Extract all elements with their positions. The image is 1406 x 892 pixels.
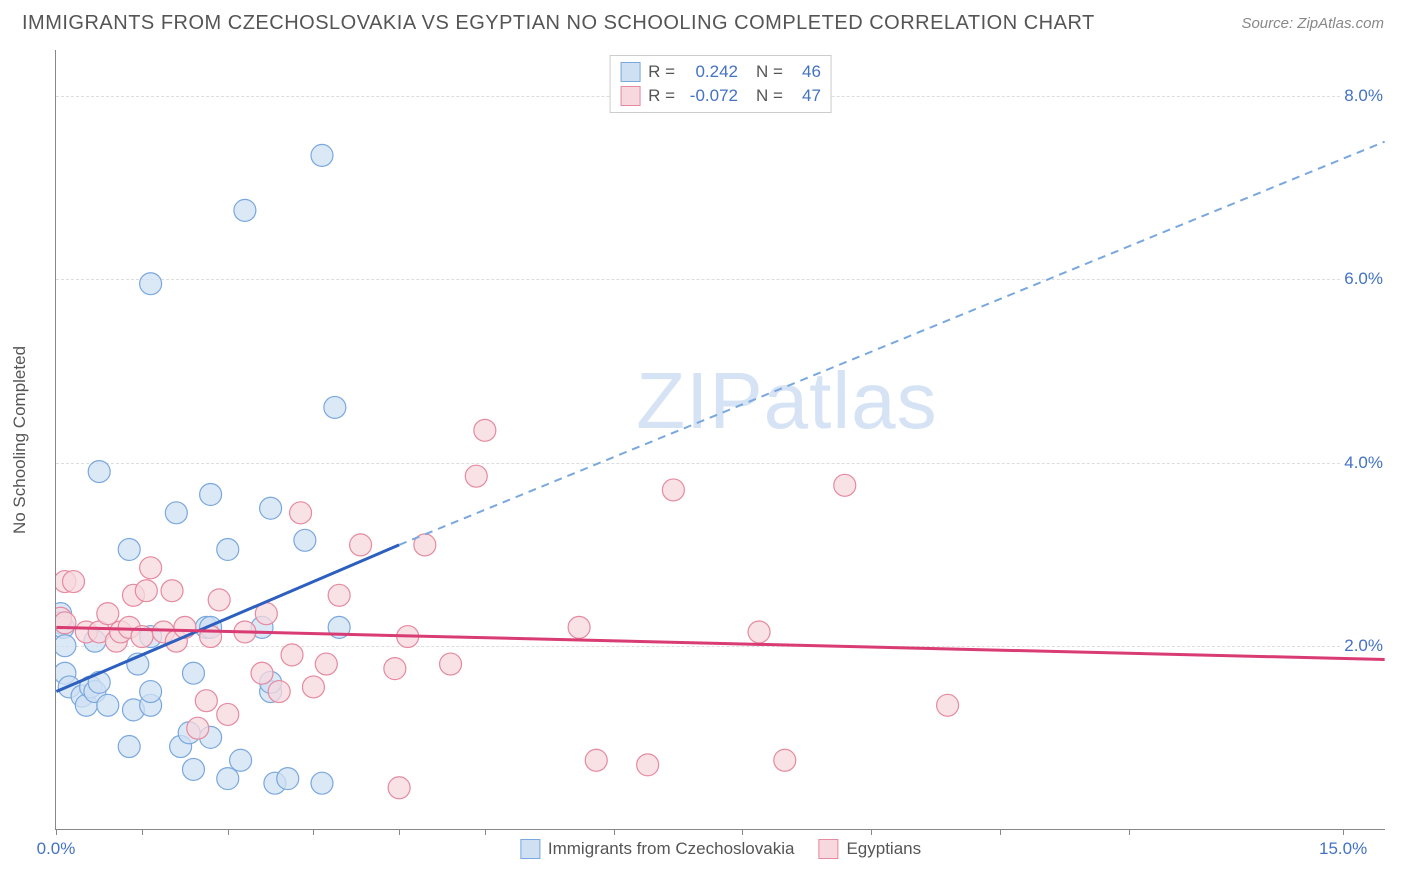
swatch-egypt <box>818 839 838 859</box>
series-legend: Immigrants from Czechoslovakia Egyptians <box>510 839 931 859</box>
data-point-czech <box>260 497 282 519</box>
data-point-czech <box>200 484 222 506</box>
x-tick <box>614 829 615 835</box>
data-point-czech <box>277 768 299 790</box>
data-point-czech <box>97 694 119 716</box>
data-point-czech <box>294 529 316 551</box>
n-value-egypt: 47 <box>791 86 821 106</box>
data-point-egypt <box>135 580 157 602</box>
data-point-czech <box>234 199 256 221</box>
r-label: R = <box>648 86 675 106</box>
data-point-czech <box>88 461 110 483</box>
data-point-egypt <box>662 479 684 501</box>
x-tick <box>1129 829 1130 835</box>
data-point-czech <box>118 538 140 560</box>
x-tick <box>742 829 743 835</box>
data-point-egypt <box>384 658 406 680</box>
r-value-egypt: -0.072 <box>683 86 738 106</box>
x-tick <box>1000 829 1001 835</box>
x-tick <box>871 829 872 835</box>
data-point-egypt <box>637 754 659 776</box>
x-tick <box>313 829 314 835</box>
data-point-egypt <box>328 584 350 606</box>
data-point-egypt <box>585 749 607 771</box>
data-point-egypt <box>97 603 119 625</box>
x-tick-label: 15.0% <box>1319 839 1367 859</box>
data-point-egypt <box>63 571 85 593</box>
chart-title: IMMIGRANTS FROM CZECHOSLOVAKIA VS EGYPTI… <box>22 12 1095 35</box>
data-point-egypt <box>748 621 770 643</box>
x-tick <box>399 829 400 835</box>
data-point-egypt <box>290 502 312 524</box>
data-point-egypt <box>56 612 76 634</box>
r-value-czech: 0.242 <box>683 62 738 82</box>
chart-header: IMMIGRANTS FROM CZECHOSLOVAKIA VS EGYPTI… <box>0 0 1406 43</box>
chart-source: Source: ZipAtlas.com <box>1241 15 1384 32</box>
data-point-czech <box>140 273 162 295</box>
data-point-czech <box>217 538 239 560</box>
data-point-egypt <box>140 557 162 579</box>
legend-item-egypt: Egyptians <box>818 839 921 859</box>
data-point-czech <box>118 736 140 758</box>
data-point-egypt <box>937 694 959 716</box>
data-point-czech <box>165 502 187 524</box>
x-tick <box>142 829 143 835</box>
data-point-egypt <box>774 749 796 771</box>
data-point-czech <box>56 635 76 657</box>
data-point-egypt <box>474 419 496 441</box>
data-point-egypt <box>568 616 590 638</box>
correlation-legend: R = 0.242 N = 46 R = -0.072 N = 47 <box>609 55 832 113</box>
data-point-egypt <box>268 681 290 703</box>
data-point-czech <box>311 772 333 794</box>
legend-label-czech: Immigrants from Czechoslovakia <box>548 839 795 859</box>
data-point-czech <box>140 681 162 703</box>
data-point-egypt <box>208 589 230 611</box>
y-axis-title: No Schooling Completed <box>10 346 30 534</box>
data-point-egypt <box>315 653 337 675</box>
x-tick <box>485 829 486 835</box>
data-point-czech <box>182 662 204 684</box>
legend-label-egypt: Egyptians <box>846 839 921 859</box>
data-point-egypt <box>388 777 410 799</box>
scatter-plot <box>56 50 1385 829</box>
n-value-czech: 46 <box>791 62 821 82</box>
data-point-egypt <box>187 717 209 739</box>
data-point-egypt <box>465 465 487 487</box>
n-label: N = <box>756 86 783 106</box>
data-point-egypt <box>302 676 324 698</box>
swatch-czech <box>520 839 540 859</box>
legend-row-egypt: R = -0.072 N = 47 <box>620 84 821 108</box>
x-tick <box>228 829 229 835</box>
r-label: R = <box>648 62 675 82</box>
data-point-egypt <box>834 474 856 496</box>
data-point-egypt <box>217 703 239 725</box>
data-point-egypt <box>161 580 183 602</box>
data-point-egypt <box>195 690 217 712</box>
data-point-czech <box>311 144 333 166</box>
n-label: N = <box>756 62 783 82</box>
swatch-czech <box>620 62 640 82</box>
data-point-egypt <box>281 644 303 666</box>
swatch-egypt <box>620 86 640 106</box>
chart-area: ZIPatlas 2.0%4.0%6.0%8.0% R = 0.242 N = … <box>55 50 1385 830</box>
data-point-czech <box>230 749 252 771</box>
x-tick <box>1343 829 1344 835</box>
plot-box: ZIPatlas 2.0%4.0%6.0%8.0% R = 0.242 N = … <box>55 50 1385 830</box>
x-tick <box>56 829 57 835</box>
data-point-czech <box>217 768 239 790</box>
data-point-egypt <box>440 653 462 675</box>
data-point-czech <box>182 758 204 780</box>
legend-item-czech: Immigrants from Czechoslovakia <box>520 839 795 859</box>
legend-row-czech: R = 0.242 N = 46 <box>620 60 821 84</box>
data-point-czech <box>324 396 346 418</box>
data-point-egypt <box>251 662 273 684</box>
data-point-egypt <box>350 534 372 556</box>
x-tick-label: 0.0% <box>37 839 76 859</box>
